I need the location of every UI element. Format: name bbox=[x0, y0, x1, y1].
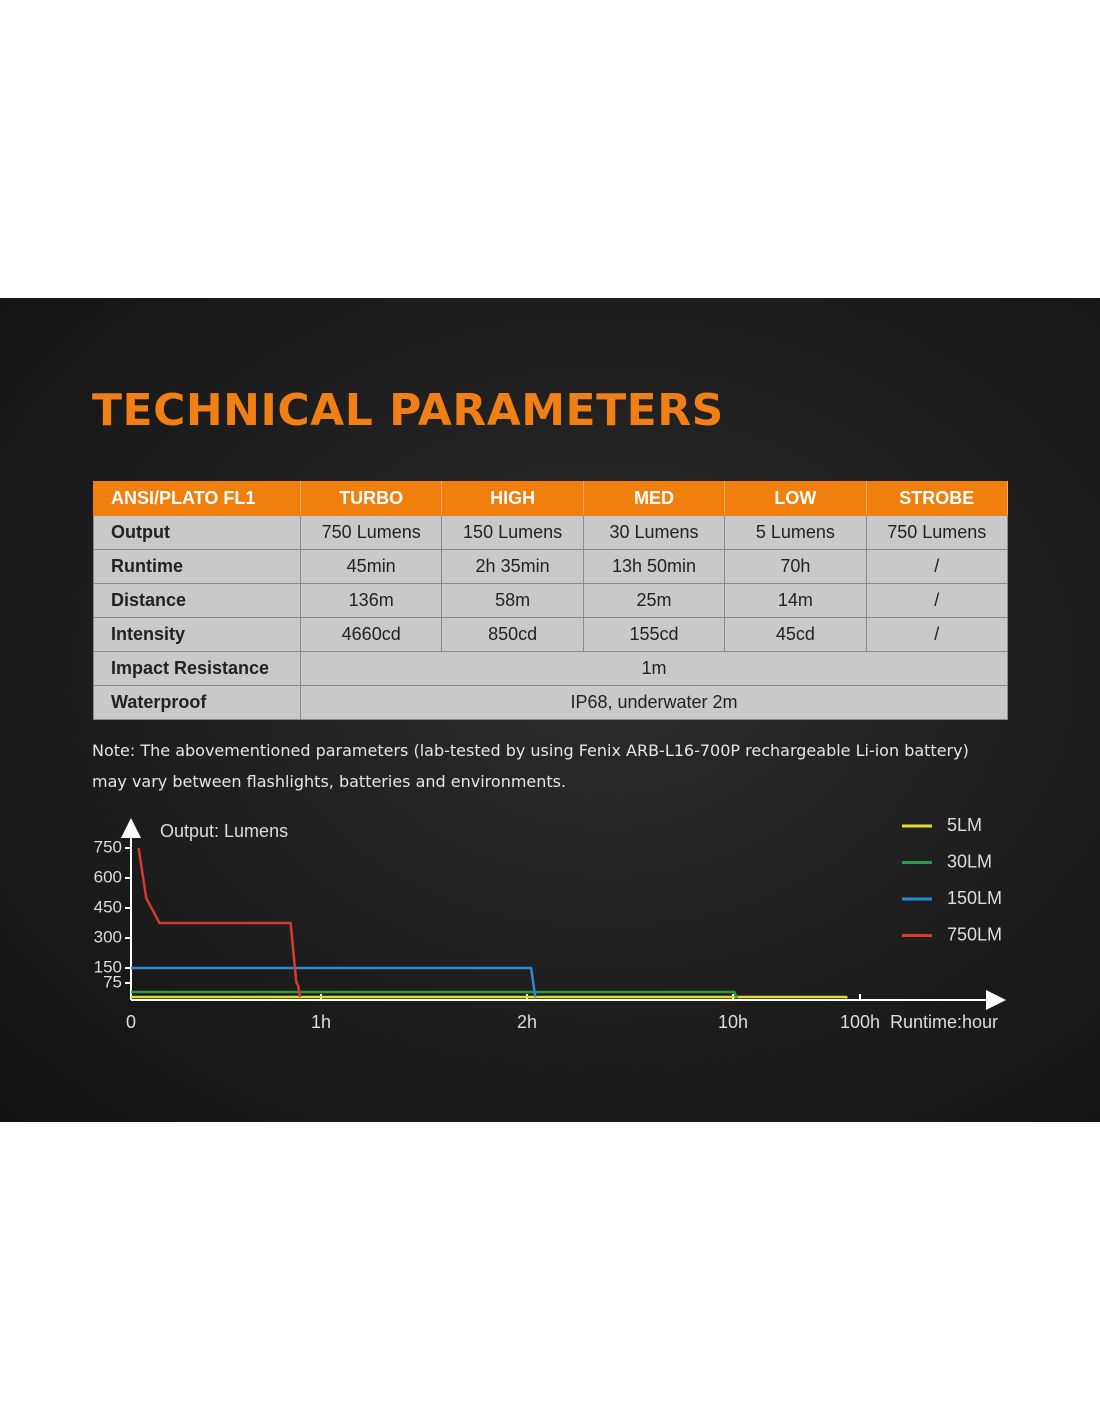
table-cell: 58m bbox=[441, 583, 584, 618]
x-arrow bbox=[986, 990, 1006, 1010]
header-cell: STROBE bbox=[865, 481, 1009, 516]
y-tick-label: 450 bbox=[94, 897, 122, 916]
series-line bbox=[137, 847, 302, 998]
y-tick-label: 300 bbox=[94, 927, 122, 946]
table-row: Waterproof IP68, underwater 2m bbox=[93, 685, 1008, 720]
legend-label: 5LM bbox=[947, 815, 982, 835]
x-axis-label: Runtime:hour bbox=[890, 1012, 998, 1032]
table-row: Intensity 4660cd 850cd 155cd 45cd / bbox=[93, 617, 1009, 652]
y-tick-label: 150 bbox=[94, 957, 122, 976]
table-cell: 155cd bbox=[582, 617, 726, 652]
y-arrow bbox=[121, 818, 141, 838]
table-row: Impact Resistance 1m bbox=[93, 651, 1008, 686]
title: TECHNICAL PARAMETERS bbox=[92, 385, 724, 436]
table-cell: Waterproof bbox=[93, 685, 301, 720]
table-cell: Intensity bbox=[93, 617, 301, 652]
note-line: may vary between flashlights, batteries … bbox=[92, 772, 567, 791]
table-cell: 750 Lumens bbox=[299, 515, 443, 550]
y-tick-label: 75 bbox=[103, 972, 122, 991]
table-cell: 850cd bbox=[441, 617, 584, 652]
table-cell: Impact Resistance bbox=[93, 651, 301, 686]
table-cell: 750 Lumens bbox=[865, 515, 1009, 550]
table-cell: 13h 50min bbox=[582, 549, 726, 584]
spec-table: ANSI/PLATO FL1 TURBO HIGH MED LOW STROBE Outpu… bbox=[93, 481, 1009, 720]
table-cell: / bbox=[865, 549, 1009, 584]
table-cell: 136m bbox=[299, 583, 443, 618]
table-cell: / bbox=[865, 617, 1009, 652]
table-cell: 45cd bbox=[724, 617, 867, 652]
note-line: Note: The abovementioned parameters (lab… bbox=[92, 741, 969, 760]
header-row: ANSI/PLATO FL1 TURBO HIGH MED LOW STROBE bbox=[93, 481, 1009, 516]
y-axis-label: Output: Lumens bbox=[160, 821, 288, 841]
header-cell: MED bbox=[582, 481, 726, 516]
table-cell: 70h bbox=[724, 549, 867, 584]
legend-label: 750LM bbox=[947, 924, 1002, 944]
table-row: Output 750 Lumens 150 Lumens 30 Lumens 5 Lum… bbox=[93, 515, 1009, 550]
legend-label: 150LM bbox=[947, 888, 1002, 908]
table-cell: Runtime bbox=[93, 549, 301, 584]
table-cell: 1m bbox=[300, 651, 1008, 686]
x-tick-label: 0 bbox=[126, 1012, 136, 1032]
y-tick-label: 600 bbox=[94, 867, 122, 886]
table-cell: 5 Lumens bbox=[724, 515, 867, 550]
table-row: Runtime 45min 2h 35min 13h 50min 70h / bbox=[93, 549, 1009, 584]
x-tick-label: 2h bbox=[517, 1012, 537, 1032]
header-cell: TURBO bbox=[299, 481, 443, 516]
table-cell: 45min bbox=[299, 549, 443, 584]
table-cell: Distance bbox=[93, 583, 301, 618]
legend-label: 30LM bbox=[947, 851, 992, 871]
series-line bbox=[131, 990, 738, 999]
series-line bbox=[131, 995, 849, 999]
y-tick-label: 750 bbox=[94, 837, 122, 856]
note: Note: The abovementioned parameters (lab… bbox=[92, 735, 969, 797]
x-tick-label: 10h bbox=[718, 1012, 748, 1032]
header-cell: ANSI/PLATO FL1 bbox=[93, 481, 301, 516]
table-cell: 30 Lumens bbox=[582, 515, 726, 550]
table-cell: / bbox=[865, 583, 1009, 618]
table-cell: IP68, underwater 2m bbox=[300, 685, 1008, 720]
series-line bbox=[131, 966, 537, 998]
x-tick-label: 1h bbox=[311, 1012, 331, 1032]
table-cell: 4660cd bbox=[299, 617, 443, 652]
table-cell: 150 Lumens bbox=[441, 515, 584, 550]
table-cell: 14m bbox=[724, 583, 867, 618]
table-cell: 2h 35min bbox=[441, 549, 584, 584]
header-cell: HIGH bbox=[441, 481, 584, 516]
table-cell: Output bbox=[93, 515, 301, 550]
header-cell: LOW bbox=[724, 481, 867, 516]
x-tick-label: 100h bbox=[840, 1012, 880, 1032]
